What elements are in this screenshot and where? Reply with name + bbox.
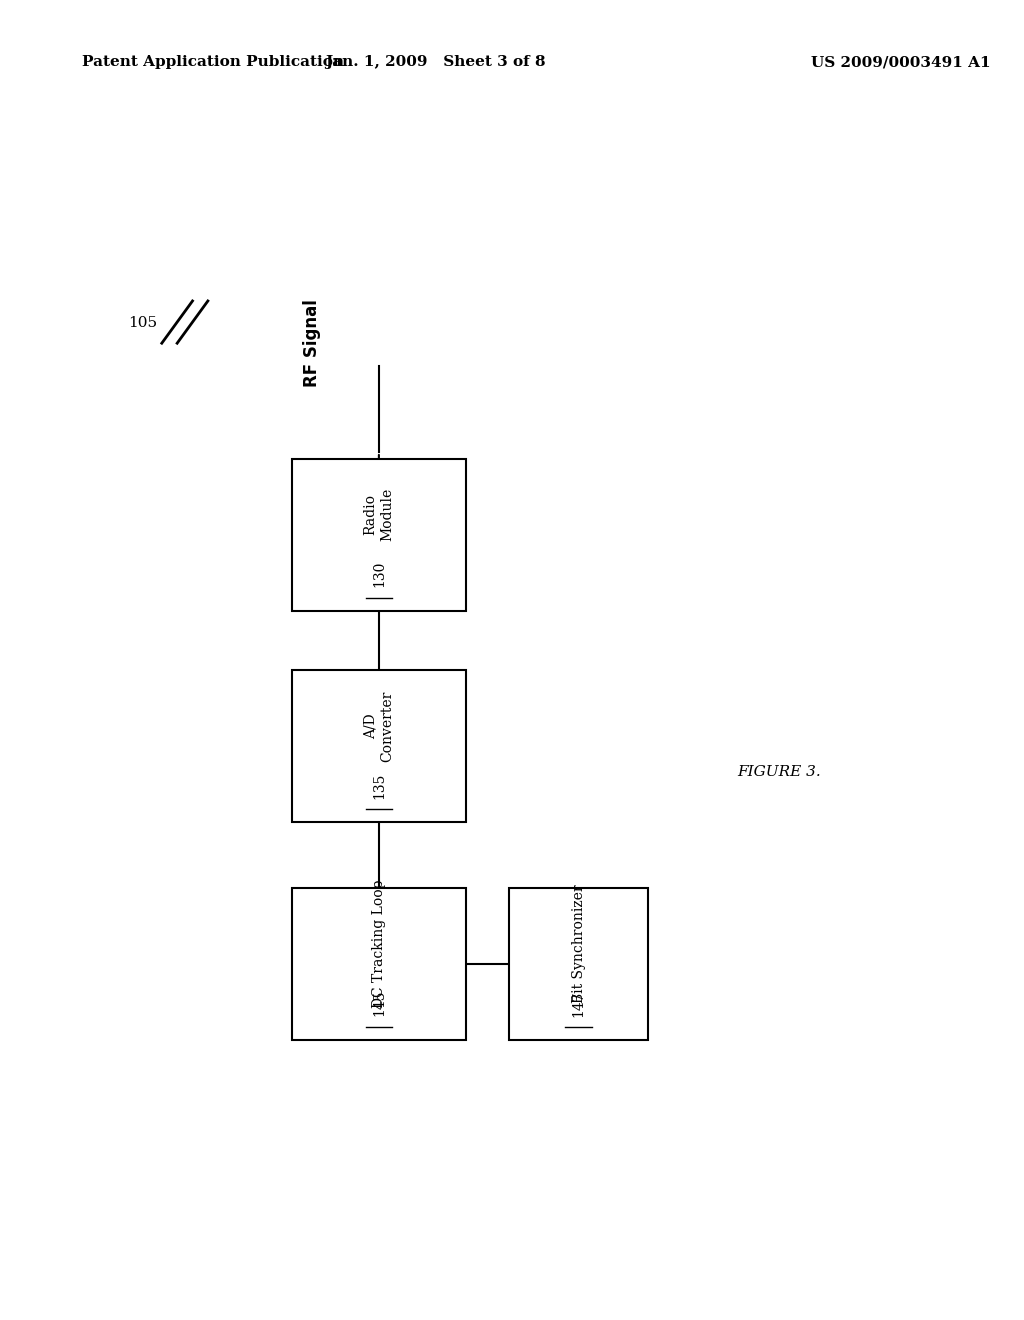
Text: Patent Application Publication: Patent Application Publication (82, 55, 344, 70)
FancyBboxPatch shape (292, 887, 466, 1040)
Text: Jan. 1, 2009   Sheet 3 of 8: Jan. 1, 2009 Sheet 3 of 8 (325, 55, 546, 70)
Text: RF Signal: RF Signal (303, 300, 322, 387)
Text: US 2009/0003491 A1: US 2009/0003491 A1 (811, 55, 991, 70)
FancyBboxPatch shape (509, 887, 647, 1040)
FancyBboxPatch shape (292, 671, 466, 821)
Text: 105: 105 (128, 317, 157, 330)
Text: 130: 130 (372, 561, 386, 587)
Text: Bit Synchronizer: Bit Synchronizer (571, 884, 586, 1003)
Text: Radio
Module: Radio Module (364, 488, 394, 541)
Text: 135: 135 (372, 772, 386, 799)
Text: 145: 145 (372, 990, 386, 1016)
FancyBboxPatch shape (292, 459, 466, 610)
Text: DC Tracking Loop: DC Tracking Loop (372, 879, 386, 1008)
Text: A/D
Converter: A/D Converter (364, 690, 394, 762)
Text: 147: 147 (571, 990, 586, 1016)
Text: FIGURE 3.: FIGURE 3. (737, 766, 821, 779)
